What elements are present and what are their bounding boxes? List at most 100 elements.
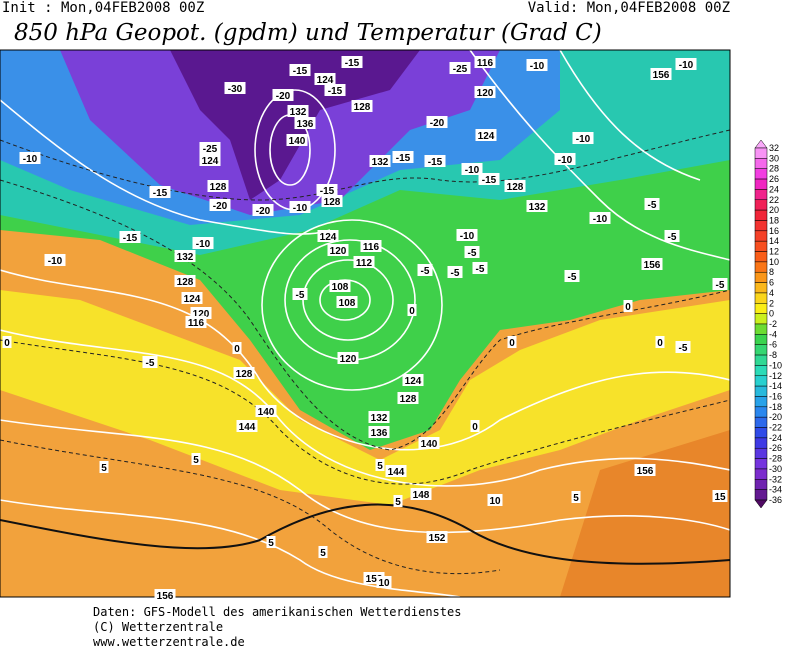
contour-label-text: 108 — [332, 282, 349, 293]
colorbar-swatch — [754, 271, 768, 283]
colorbar-swatch — [754, 220, 768, 232]
contour-label-box — [526, 59, 548, 71]
contour-label: 0 — [623, 300, 633, 313]
contour-label-text: 156 — [644, 260, 661, 271]
contour-label-text: -15 — [345, 58, 360, 69]
contour-label: -15 — [341, 56, 363, 69]
colorbar-label: -24 — [769, 433, 782, 443]
contour-label-box — [474, 56, 496, 68]
contour-label-box — [456, 229, 478, 241]
colorbar-swatch — [754, 396, 768, 408]
contour-label: 108 — [329, 280, 351, 293]
contour-label-text: 112 — [356, 258, 373, 269]
contour-label: -5 — [712, 278, 728, 291]
contour-label: -10 — [456, 229, 478, 242]
colorbar-swatch — [754, 427, 768, 439]
contour-label-text: -5 — [296, 290, 305, 301]
contour-label-box — [149, 186, 171, 198]
contour-label-text: 128 — [210, 182, 227, 193]
contour-label: 0 — [2, 336, 12, 349]
contour-label-box — [209, 199, 231, 211]
contour-label-box — [19, 152, 41, 164]
contour-label-box — [174, 250, 196, 262]
contour-label-text: -10 — [576, 134, 591, 145]
contour-label-box — [353, 256, 375, 268]
contour-label-box — [314, 73, 336, 85]
contour-label-box — [507, 336, 517, 348]
colorbar-swatch — [754, 282, 768, 294]
contour-label-box — [142, 356, 158, 368]
colorbar-swatch — [754, 240, 768, 252]
colorbar-label: -2 — [769, 319, 777, 329]
contour-label-text: -10 — [465, 165, 480, 176]
contour-label: 132 — [287, 105, 309, 118]
contour-label-text: -10 — [196, 239, 211, 250]
contour-label: 128 — [174, 275, 196, 288]
colorbar-label: 16 — [769, 226, 779, 236]
contour-label-text: -5 — [679, 343, 688, 354]
colorbar-swatch — [754, 406, 768, 418]
contour-label: -10 — [192, 237, 214, 250]
contour-label-box — [526, 200, 548, 212]
contour-label-box — [324, 84, 346, 96]
contour-label: -20 — [426, 116, 448, 129]
contour-label-text: -15 — [482, 175, 497, 186]
contour-label-box — [252, 204, 274, 216]
contour-label-box — [292, 288, 308, 300]
contour-label-box — [402, 374, 424, 386]
contour-label-box — [119, 231, 141, 243]
contour-label: 5 — [99, 461, 109, 474]
colorbar-label: 20 — [769, 205, 779, 215]
contour-label-box — [317, 230, 339, 242]
contour-label-text: 136 — [371, 428, 388, 439]
colorbar-label: 28 — [769, 164, 779, 174]
contour-label: 156 — [154, 589, 176, 602]
zero-isotherm — [0, 503, 730, 565]
contour-label: 140 — [286, 134, 308, 147]
footer-line: (C) Wetterzentrale — [93, 620, 223, 634]
contour-label-text: -5 — [451, 268, 460, 279]
contour-label-text: -5 — [468, 248, 477, 259]
contour-label: 5 — [375, 459, 385, 472]
contour-label-box — [294, 117, 316, 129]
contour-label: -5 — [664, 230, 680, 243]
contour-label-box — [336, 296, 358, 308]
contour-label: -20 — [272, 89, 294, 102]
contour-label: 120 — [327, 244, 349, 257]
contour-label: 0 — [470, 420, 480, 433]
contour-label: 5 — [318, 546, 328, 559]
contour-label-box — [287, 105, 309, 117]
contour-label: -15 — [478, 173, 500, 186]
contour-label: 156 — [650, 68, 672, 81]
contour-label-box — [289, 201, 311, 213]
contour-label-box — [272, 89, 294, 101]
contour-label-box — [255, 405, 277, 417]
contour-label: 112 — [353, 256, 375, 269]
contour-label: -5 — [142, 356, 158, 369]
contour-label-text: 156 — [157, 591, 174, 602]
contour-label-box — [327, 244, 349, 256]
contour-label: -20 — [252, 204, 274, 217]
contour-label-text: 128 — [507, 182, 524, 193]
colorbar-swatch — [754, 489, 768, 501]
colorbar-swatch — [754, 251, 768, 263]
contour-label-text: 152 — [429, 533, 446, 544]
contour-label-box — [233, 367, 255, 379]
contour-label: 156 — [634, 464, 656, 477]
contour-label: 124 — [199, 154, 221, 167]
contour-label-box — [224, 82, 246, 94]
colorbar-label: -20 — [769, 412, 782, 422]
contour-label-text: 124 — [320, 232, 337, 243]
contour-label: -15 — [392, 151, 414, 164]
contour-label: 0 — [507, 336, 517, 349]
map-title: 850 hPa Geopot. (gpdm) und Temperatur (G… — [14, 20, 602, 46]
contour-label-box — [393, 495, 403, 507]
contour-label-box — [464, 246, 480, 258]
colorbar-swatch — [754, 303, 768, 314]
contour-label-text: 0 — [657, 338, 663, 349]
contour-label-text: 132 — [371, 413, 388, 424]
contour-label-text: -5 — [668, 232, 677, 243]
contour-label-text: 144 — [239, 422, 256, 433]
contour-label-text: 10 — [378, 578, 390, 589]
